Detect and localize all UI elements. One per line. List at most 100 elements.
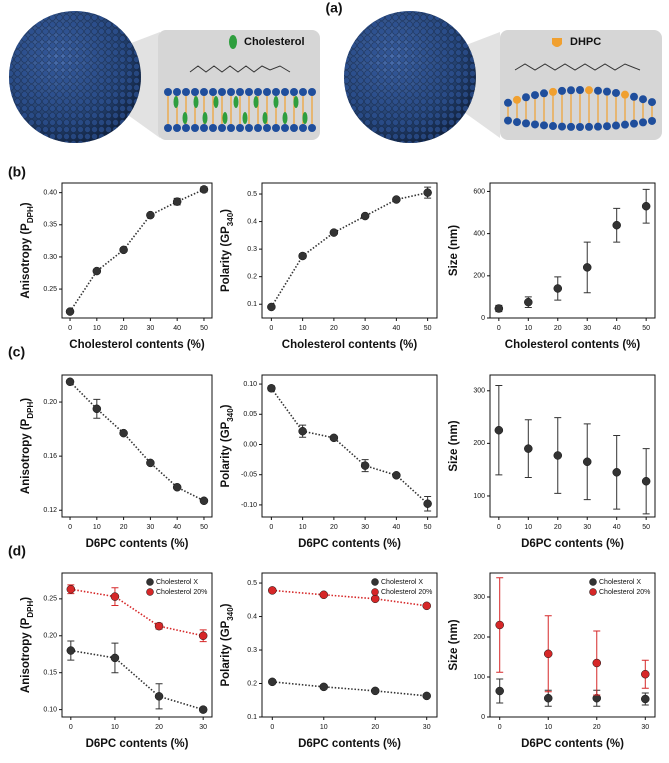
y-tick-label: 0.2 (247, 680, 257, 687)
x-tick-label: 20 (593, 724, 601, 731)
x-tick-label: 50 (424, 524, 432, 531)
y-axis-title-part: Size (nm) (448, 619, 460, 670)
x-tick-label: 30 (583, 325, 591, 332)
x-tick-label: 20 (554, 524, 562, 531)
y-tick-label: 0.1 (247, 301, 257, 308)
lipid-head (254, 88, 262, 96)
data-point (582, 263, 592, 272)
y-tick-label: -0.05 (241, 472, 257, 479)
y-tick-label: 0.00 (243, 441, 257, 448)
plot-frame (489, 182, 656, 319)
plot-frame (261, 572, 438, 718)
x-axis-title: Cholesterol contents (%) (69, 339, 205, 351)
cholesterol (282, 112, 288, 124)
lipid-head (540, 89, 548, 98)
lipid-head (585, 86, 593, 95)
data-point (268, 677, 277, 687)
data-point (66, 584, 76, 594)
y-tick-label: 0 (481, 315, 485, 322)
x-tick-label: 30 (146, 325, 154, 332)
data-point (392, 471, 401, 480)
data-point (495, 620, 504, 630)
lipid-head (218, 88, 226, 96)
x-tick-label: 20 (155, 724, 163, 731)
lipid-head (272, 88, 280, 96)
lipid-head (522, 93, 530, 102)
data-point (329, 228, 339, 237)
lipid-head (281, 88, 289, 96)
lipid-head (308, 124, 316, 132)
x-tick-label: 30 (361, 524, 369, 531)
data-point (267, 302, 276, 312)
lipid-head (173, 88, 181, 96)
y-tick-label: 0.30 (43, 254, 57, 261)
lipid-head (576, 122, 584, 131)
lipid-head (173, 124, 181, 132)
series-line (272, 681, 427, 697)
y-axis-title-part: Anisotropy (P (20, 223, 32, 299)
y-axis-title: Anisotropy (PDPH) (20, 597, 35, 693)
vesicle-surface (9, 11, 141, 143)
x-tick-label: 30 (641, 724, 649, 731)
x-tick-label: 30 (361, 325, 369, 332)
lipid-head (191, 124, 199, 132)
x-tick-label: 20 (120, 325, 128, 332)
lipid-head (558, 86, 566, 95)
y-tick-label: 0.20 (43, 399, 57, 406)
y-tick-label: 0.40 (43, 189, 57, 196)
x-tick-label: 0 (69, 724, 73, 731)
lipid-head (594, 122, 602, 131)
x-tick-label: 0 (498, 724, 502, 731)
lipid-head (281, 124, 289, 132)
series-line (270, 191, 428, 308)
lipid-head (621, 120, 629, 129)
y-tick-label: 0.16 (43, 453, 57, 460)
panel-label: (c) (8, 344, 25, 360)
data-point (110, 592, 120, 601)
y-tick-label: 0.2 (247, 274, 257, 281)
callout-box (158, 30, 320, 140)
y-axis-title: Polarity (GP340) (220, 404, 235, 487)
cholesterol (233, 96, 239, 108)
x-tick-label: 30 (146, 524, 154, 531)
data-point (65, 377, 75, 387)
lipid-head (648, 98, 656, 107)
lipid-head (164, 88, 172, 96)
cholesterol (202, 112, 208, 124)
data-point (524, 297, 533, 307)
data-point (65, 307, 75, 316)
lipid-head (603, 87, 611, 96)
lipid-head (621, 90, 629, 99)
x-axis-title: D6PC contents (%) (86, 738, 189, 750)
y-tick-label: 600 (473, 188, 485, 195)
series-line (272, 589, 427, 607)
y-axis-title-part: Anisotropy (P (20, 617, 32, 693)
y-tick-label: 100 (473, 493, 485, 500)
lipid-head (218, 124, 226, 132)
x-axis-title: Cholesterol contents (%) (505, 339, 641, 351)
data-point (268, 586, 277, 595)
lipid-head (272, 124, 280, 132)
x-tick-label: 40 (173, 325, 181, 332)
cholesterol (193, 96, 199, 108)
data-point (524, 444, 533, 453)
series-line (270, 387, 429, 505)
lipid-head (549, 122, 557, 131)
lipid-head (531, 91, 539, 100)
y-tick-label: 300 (473, 388, 485, 395)
data-point (119, 245, 128, 255)
data-point (612, 220, 621, 230)
lipid-head (245, 124, 253, 132)
y-axis-title-subscript: 340 (226, 607, 235, 621)
x-tick-label: 10 (93, 524, 101, 531)
data-point (360, 211, 370, 221)
series-line (70, 649, 204, 711)
y-axis-title-part: ) (220, 404, 232, 408)
y-axis-title-part: Anisotropy (P (20, 418, 32, 494)
legend-label: Cholesterol X (381, 579, 423, 586)
lipid-head (558, 122, 566, 131)
x-axis-title: D6PC contents (%) (298, 738, 401, 750)
callout-label: Cholesterol (244, 36, 305, 48)
y-axis-title-part: ) (220, 603, 232, 607)
x-tick-label: 10 (320, 724, 328, 731)
